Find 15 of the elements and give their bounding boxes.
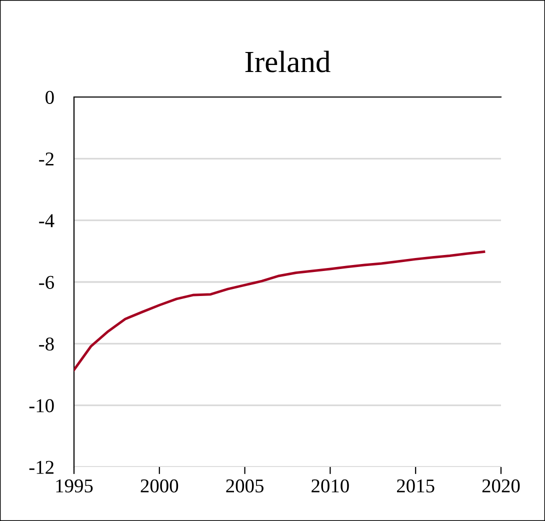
y-tick-label: -12 [29,460,54,474]
x-tick-label: 2015 [397,479,434,492]
x-tick-label: 2005 [226,479,264,492]
y-tick-label: -8 [39,337,54,351]
x-tick-label: 2000 [140,479,178,492]
x-tick-label: 2020 [482,479,520,492]
y-tick-label: -4 [39,214,54,228]
x-tick-label: 2010 [312,479,349,492]
chart-title: Ireland [245,50,330,72]
x-tick-label: 1995 [56,479,93,492]
y-tick-label: 0 [46,90,54,104]
y-tick-label: -2 [39,152,54,166]
y-tick-label: -6 [39,276,54,289]
y-tick-label: -10 [29,399,54,412]
line-series [74,250,486,372]
